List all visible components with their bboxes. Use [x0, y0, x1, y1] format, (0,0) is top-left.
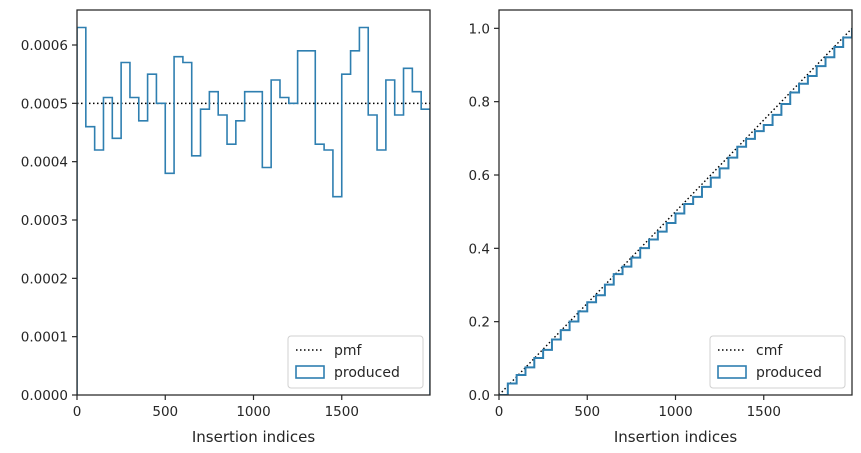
- histogram-bin: [165, 173, 174, 395]
- legend-label-produced: produced: [334, 365, 400, 381]
- histogram-bin: [262, 168, 271, 396]
- legend: pmf produced: [287, 335, 424, 389]
- plot-area: [77, 26, 430, 396]
- histogram-bin: [130, 98, 139, 396]
- plot-area: [499, 27, 852, 395]
- legend-label-pmf: pmf: [334, 343, 363, 359]
- histogram-bin: [236, 121, 245, 395]
- y-tick-label: 0.6: [469, 168, 490, 184]
- histogram-bin: [192, 156, 201, 395]
- histogram-bin: [280, 98, 289, 396]
- left-panel-pmf-histogram: 0 500 1000 1500 0.0000 0.0001 0.0002 0.0003 0.00…: [21, 9, 431, 446]
- cmf-reference-line: [499, 27, 852, 395]
- histogram-bin: [271, 80, 280, 395]
- y-tick-label: 1.0: [469, 21, 490, 37]
- legend-box: [287, 335, 424, 389]
- produced-histogram-series: [77, 26, 430, 395]
- x-tick-label: 500: [574, 404, 600, 420]
- legend-label-cmf: cmf: [756, 343, 783, 359]
- histogram-bin: [148, 74, 157, 395]
- y-tick-label: 0.0: [469, 388, 490, 404]
- legend-patch-swatch: [717, 365, 747, 379]
- histogram-bin: [218, 115, 227, 395]
- y-tick-label: 0.0006: [21, 38, 68, 54]
- y-tick-label: 0.0000: [21, 388, 68, 404]
- y-tick-label: 0.0002: [21, 271, 68, 287]
- x-tick-label: 0: [495, 404, 504, 420]
- legend: cmf produced: [709, 335, 846, 389]
- y-tick-label: 0.8: [469, 95, 490, 111]
- histogram-bin: [86, 127, 95, 395]
- histogram-bin: [245, 92, 254, 395]
- histogram-bin: [121, 63, 130, 396]
- histogram-bin: [183, 63, 192, 396]
- right-panel-cmf-plot: 0 500 1000 1500 0.0 0.2 0.4 0.6 0.8 1.0 Insertion …: [469, 9, 853, 446]
- x-tick-label: 1000: [658, 404, 692, 420]
- y-tick-label: 0.0004: [21, 155, 68, 171]
- histogram-bin: [201, 109, 210, 395]
- histogram-bin: [103, 98, 112, 396]
- legend-patch-swatch: [295, 365, 325, 379]
- histogram-bin: [254, 92, 263, 395]
- histogram-bin: [77, 28, 86, 396]
- x-tick-label: 1000: [236, 404, 270, 420]
- histogram-bin: [112, 138, 121, 395]
- y-tick-label: 0.0001: [21, 330, 68, 346]
- histogram-bin: [209, 92, 218, 395]
- produced-cumulative-series: [499, 28, 852, 395]
- x-tick-label: 500: [152, 404, 178, 420]
- histogram-bin: [227, 144, 236, 395]
- y-tick-label: 0.0005: [21, 96, 68, 112]
- x-axis-label: Insertion indices: [192, 428, 315, 446]
- legend-box: [709, 335, 846, 389]
- y-tick-label: 0.0003: [21, 213, 68, 229]
- x-axis-label: Insertion indices: [614, 428, 737, 446]
- x-tick-label: 1500: [325, 404, 359, 420]
- histogram-bin: [95, 150, 104, 395]
- histogram-bin: [174, 57, 183, 395]
- legend-label-produced: produced: [756, 365, 822, 381]
- histogram-bin: [156, 103, 165, 395]
- x-tick-label: 1500: [747, 404, 781, 420]
- x-tick-label: 0: [73, 404, 82, 420]
- y-tick-label: 0.4: [469, 241, 490, 257]
- y-tick-label: 0.2: [469, 315, 490, 331]
- histogram-bin: [139, 121, 148, 395]
